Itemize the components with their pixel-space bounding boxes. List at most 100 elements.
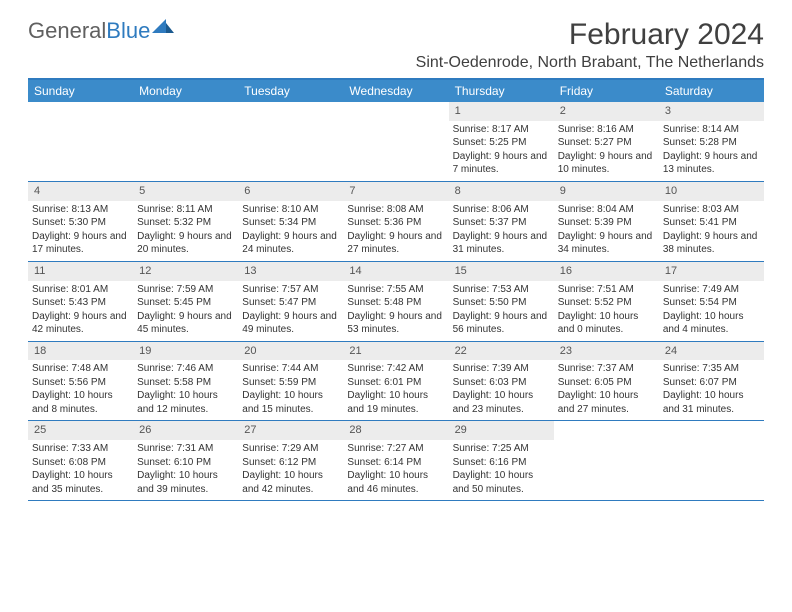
weekday-label: Tuesday <box>238 80 343 102</box>
daylight-text: Daylight: 10 hours and 4 minutes. <box>663 310 760 337</box>
sunrise-text: Sunrise: 7:46 AM <box>137 362 234 376</box>
day-number: 8 <box>449 182 554 201</box>
calendar-day: 3Sunrise: 8:14 AMSunset: 5:28 PMDaylight… <box>659 102 764 181</box>
day-number: 3 <box>659 102 764 121</box>
logo-text-1: General <box>28 18 106 44</box>
sunrise-text: Sunrise: 7:44 AM <box>242 362 339 376</box>
sunset-text: Sunset: 6:14 PM <box>347 456 444 470</box>
daylight-text: Daylight: 9 hours and 45 minutes. <box>137 310 234 337</box>
daylight-text: Daylight: 10 hours and 35 minutes. <box>32 469 129 496</box>
calendar-week: 1Sunrise: 8:17 AMSunset: 5:25 PMDaylight… <box>28 102 764 182</box>
calendar-day <box>343 102 448 181</box>
day-number: 17 <box>659 262 764 281</box>
daylight-text: Daylight: 9 hours and 17 minutes. <box>32 230 129 257</box>
calendar-day: 28Sunrise: 7:27 AMSunset: 6:14 PMDayligh… <box>343 421 448 500</box>
sunrise-text: Sunrise: 7:53 AM <box>453 283 550 297</box>
day-number: 18 <box>28 342 133 361</box>
weekday-header: Sunday Monday Tuesday Wednesday Thursday… <box>28 80 764 102</box>
day-number: 20 <box>238 342 343 361</box>
sunrise-text: Sunrise: 8:11 AM <box>137 203 234 217</box>
calendar-day: 16Sunrise: 7:51 AMSunset: 5:52 PMDayligh… <box>554 262 659 341</box>
day-number: 9 <box>554 182 659 201</box>
sunrise-text: Sunrise: 7:59 AM <box>137 283 234 297</box>
logo: GeneralBlue <box>28 18 174 44</box>
calendar-day: 6Sunrise: 8:10 AMSunset: 5:34 PMDaylight… <box>238 182 343 261</box>
day-number: 1 <box>449 102 554 121</box>
calendar-day: 18Sunrise: 7:48 AMSunset: 5:56 PMDayligh… <box>28 342 133 421</box>
daylight-text: Daylight: 9 hours and 38 minutes. <box>663 230 760 257</box>
sunset-text: Sunset: 5:43 PM <box>32 296 129 310</box>
daylight-text: Daylight: 9 hours and 53 minutes. <box>347 310 444 337</box>
calendar-day <box>659 421 764 500</box>
weekday-label: Wednesday <box>343 80 448 102</box>
sunrise-text: Sunrise: 7:25 AM <box>453 442 550 456</box>
sunset-text: Sunset: 5:54 PM <box>663 296 760 310</box>
day-number <box>554 421 659 425</box>
daylight-text: Daylight: 10 hours and 50 minutes. <box>453 469 550 496</box>
calendar-week: 4Sunrise: 8:13 AMSunset: 5:30 PMDaylight… <box>28 182 764 262</box>
header: GeneralBlue February 2024 Sint-Oedenrode… <box>28 18 764 72</box>
calendar-week: 11 Sunrise: 8:01 AMSunset: 5:43 PM Dayligh… <box>28 262 764 342</box>
daylight-text: Daylight: 10 hours and 31 minutes. <box>663 389 760 416</box>
day-number: 12 <box>133 262 238 281</box>
sunset-text: Sunset: 6:01 PM <box>347 376 444 390</box>
sunset-text: Sunset: 5:39 PM <box>558 216 655 230</box>
month-title: February 2024 <box>416 18 764 52</box>
calendar-day <box>238 102 343 181</box>
calendar-day: 23Sunrise: 7:37 AMSunset: 6:05 PMDayligh… <box>554 342 659 421</box>
sunset-text: Sunset: 5:32 PM <box>137 216 234 230</box>
daylight-text: Daylight: 10 hours and 8 minutes. <box>32 389 129 416</box>
calendar-day: 13Sunrise: 7:57 AMSunset: 5:47 PMDayligh… <box>238 262 343 341</box>
sunset-text: Sunset: 6:08 PM <box>32 456 129 470</box>
logo-icon <box>152 19 174 37</box>
calendar-day: 20Sunrise: 7:44 AMSunset: 5:59 PMDayligh… <box>238 342 343 421</box>
calendar-day: 8Sunrise: 8:06 AMSunset: 5:37 PMDaylight… <box>449 182 554 261</box>
daylight-text: Daylight: 9 hours and 56 minutes. <box>453 310 550 337</box>
sunset-text: Sunset: 5:45 PM <box>137 296 234 310</box>
calendar-day: 4Sunrise: 8:13 AMSunset: 5:30 PMDaylight… <box>28 182 133 261</box>
sunset-text: Sunset: 6:03 PM <box>453 376 550 390</box>
calendar-day <box>133 102 238 181</box>
sunrise-text: Sunrise: 7:37 AM <box>558 362 655 376</box>
sunrise-text: Sunrise: 7:35 AM <box>663 362 760 376</box>
sunrise-text: Sunrise: 7:31 AM <box>137 442 234 456</box>
sunset-text: Sunset: 6:16 PM <box>453 456 550 470</box>
sunrise-text: Sunrise: 8:16 AM <box>558 123 655 137</box>
daylight-text: Daylight: 9 hours and 10 minutes. <box>558 150 655 177</box>
daylight-text: Daylight: 9 hours and 20 minutes. <box>137 230 234 257</box>
sunrise-text: Sunrise: 8:14 AM <box>663 123 760 137</box>
sunset-text: Sunset: 6:12 PM <box>242 456 339 470</box>
sunrise-text: Sunrise: 7:29 AM <box>242 442 339 456</box>
calendar-day: 9Sunrise: 8:04 AMSunset: 5:39 PMDaylight… <box>554 182 659 261</box>
sunset-text: Sunset: 5:34 PM <box>242 216 339 230</box>
calendar-day: 5Sunrise: 8:11 AMSunset: 5:32 PMDaylight… <box>133 182 238 261</box>
day-number: 16 <box>554 262 659 281</box>
logo-text-2: Blue <box>106 18 150 44</box>
weekday-label: Thursday <box>449 80 554 102</box>
day-number <box>238 102 343 106</box>
day-number: 19 <box>133 342 238 361</box>
sunrise-text: Sunrise: 8:01 AM <box>32 283 129 297</box>
weekday-label: Monday <box>133 80 238 102</box>
sunset-text: Sunset: 5:27 PM <box>558 136 655 150</box>
sunset-text: Sunset: 5:56 PM <box>32 376 129 390</box>
sunrise-text: Sunrise: 7:39 AM <box>453 362 550 376</box>
sunrise-text: Sunrise: 8:10 AM <box>242 203 339 217</box>
sunset-text: Sunset: 5:41 PM <box>663 216 760 230</box>
day-number <box>133 102 238 106</box>
sunrise-text: Sunrise: 7:33 AM <box>32 442 129 456</box>
calendar-day: 27Sunrise: 7:29 AMSunset: 6:12 PMDayligh… <box>238 421 343 500</box>
title-block: February 2024 Sint-Oedenrode, North Brab… <box>416 18 764 72</box>
daylight-text: Daylight: 10 hours and 39 minutes. <box>137 469 234 496</box>
sunrise-text: Sunrise: 7:55 AM <box>347 283 444 297</box>
sunrise-text: Sunrise: 8:06 AM <box>453 203 550 217</box>
day-number: 14 <box>343 262 448 281</box>
daylight-text: Daylight: 9 hours and 24 minutes. <box>242 230 339 257</box>
daylight-text: Daylight: 10 hours and 12 minutes. <box>137 389 234 416</box>
daylight-text: Daylight: 9 hours and 27 minutes. <box>347 230 444 257</box>
calendar: Sunday Monday Tuesday Wednesday Thursday… <box>28 78 764 501</box>
daylight-text: Daylight: 9 hours and 49 minutes. <box>242 310 339 337</box>
daylight-text: Daylight: 10 hours and 42 minutes. <box>242 469 339 496</box>
day-number: 11 <box>28 262 133 281</box>
day-number: 25 <box>28 421 133 440</box>
